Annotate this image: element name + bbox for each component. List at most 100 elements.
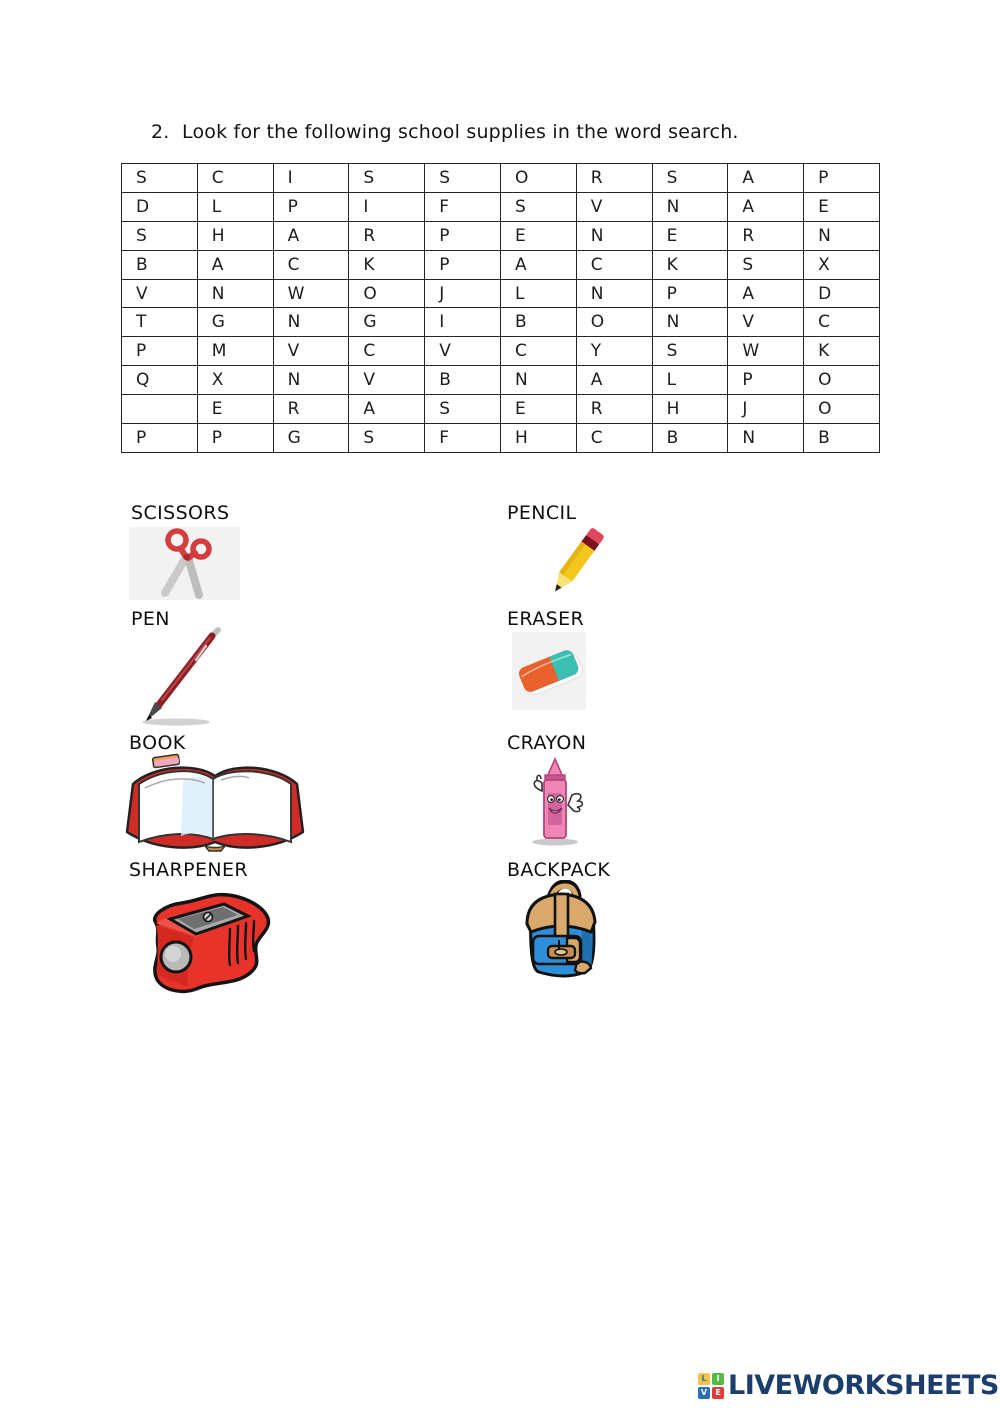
grid-cell[interactable]: P xyxy=(121,336,198,367)
grid-cell[interactable]: N xyxy=(803,220,880,251)
grid-cell[interactable]: N xyxy=(727,423,805,453)
grid-cell[interactable]: R xyxy=(348,220,426,251)
grid-cell[interactable]: N xyxy=(196,278,274,309)
grid-cell[interactable]: Q xyxy=(121,365,198,396)
grid-cell[interactable]: X xyxy=(196,365,274,396)
grid-cell[interactable]: E xyxy=(803,191,880,222)
grid-cell[interactable]: S xyxy=(499,191,577,222)
grid-cell[interactable]: A xyxy=(727,191,805,222)
grid-cell[interactable]: R xyxy=(272,394,350,425)
grid-cell[interactable]: D xyxy=(121,191,198,222)
grid-cell[interactable]: O xyxy=(803,394,880,425)
grid-cell[interactable]: R xyxy=(575,163,653,193)
grid-cell[interactable]: S xyxy=(348,423,426,453)
grid-cell[interactable]: S xyxy=(651,336,729,367)
liveworksheets-logo[interactable]: L I V E LIVEWORKSHEETS xyxy=(698,1372,999,1399)
grid-cell[interactable]: G xyxy=(196,307,274,338)
grid-cell[interactable]: H xyxy=(651,394,729,425)
grid-cell[interactable]: V xyxy=(272,336,350,367)
grid-cell[interactable]: K xyxy=(348,249,426,280)
grid-cell[interactable]: F xyxy=(424,191,501,222)
grid-cell[interactable]: O xyxy=(499,163,577,193)
grid-cell[interactable]: K xyxy=(651,249,729,280)
grid-cell[interactable]: S xyxy=(424,394,501,425)
grid-cell[interactable]: K xyxy=(803,336,880,367)
grid-cell[interactable]: O xyxy=(348,278,426,309)
grid-cell[interactable]: C xyxy=(348,336,426,367)
grid-cell[interactable]: P xyxy=(121,423,198,453)
grid-cell[interactable]: O xyxy=(803,365,880,396)
grid-cell[interactable]: I xyxy=(272,163,350,193)
grid-cell[interactable]: N xyxy=(575,278,653,309)
grid-cell[interactable]: A xyxy=(727,163,805,193)
grid-cell[interactable]: B xyxy=(424,365,501,396)
grid-cell[interactable]: H xyxy=(196,220,274,251)
grid-cell[interactable]: B xyxy=(121,249,198,280)
grid-cell[interactable]: S xyxy=(424,163,501,193)
grid-cell[interactable]: C xyxy=(196,163,274,193)
grid-cell[interactable]: W xyxy=(727,336,805,367)
grid-cell[interactable]: Y xyxy=(575,336,653,367)
grid-cell[interactable]: V xyxy=(348,365,426,396)
grid-cell[interactable]: A xyxy=(196,249,274,280)
grid-cell[interactable]: X xyxy=(803,249,880,280)
grid-cell[interactable]: A xyxy=(575,365,653,396)
grid-cell[interactable]: S xyxy=(348,163,426,193)
grid-cell[interactable]: B xyxy=(803,423,880,453)
grid-cell[interactable]: A xyxy=(727,278,805,309)
grid-cell[interactable]: R xyxy=(727,220,805,251)
grid-cell[interactable]: V xyxy=(424,336,501,367)
grid-cell[interactable]: C xyxy=(575,249,653,280)
grid-cell[interactable]: E xyxy=(196,394,274,425)
grid-cell[interactable]: C xyxy=(499,336,577,367)
grid-cell[interactable]: P xyxy=(196,423,274,453)
grid-cell[interactable]: J xyxy=(424,278,501,309)
grid-cell[interactable]: N xyxy=(499,365,577,396)
grid-cell[interactable]: L xyxy=(196,191,274,222)
grid-cell[interactable]: A xyxy=(348,394,426,425)
grid-cell[interactable]: E xyxy=(499,394,577,425)
grid-cell[interactable] xyxy=(121,394,198,425)
grid-cell[interactable]: G xyxy=(348,307,426,338)
grid-cell[interactable]: V xyxy=(121,278,198,309)
grid-cell[interactable]: V xyxy=(575,191,653,222)
grid-cell[interactable]: P xyxy=(424,249,501,280)
grid-cell[interactable]: A xyxy=(272,220,350,251)
grid-cell[interactable]: P xyxy=(803,163,880,193)
grid-cell[interactable]: S xyxy=(651,163,729,193)
grid-cell[interactable]: N xyxy=(272,365,350,396)
grid-cell[interactable]: P xyxy=(424,220,501,251)
grid-cell[interactable]: P xyxy=(727,365,805,396)
grid-cell[interactable]: H xyxy=(499,423,577,453)
grid-cell[interactable]: M xyxy=(196,336,274,367)
grid-cell[interactable]: R xyxy=(575,394,653,425)
grid-cell[interactable]: C xyxy=(803,307,880,338)
grid-cell[interactable]: L xyxy=(499,278,577,309)
grid-cell[interactable]: V xyxy=(727,307,805,338)
grid-cell[interactable]: W xyxy=(272,278,350,309)
grid-cell[interactable]: N xyxy=(651,307,729,338)
grid-cell[interactable]: I xyxy=(348,191,426,222)
grid-cell[interactable]: N xyxy=(651,191,729,222)
grid-cell[interactable]: P xyxy=(272,191,350,222)
grid-cell[interactable]: N xyxy=(575,220,653,251)
grid-cell[interactable]: P xyxy=(651,278,729,309)
grid-cell[interactable]: I xyxy=(424,307,501,338)
grid-cell[interactable]: G xyxy=(272,423,350,453)
grid-cell[interactable]: D xyxy=(803,278,880,309)
grid-cell[interactable]: E xyxy=(499,220,577,251)
grid-cell[interactable]: S xyxy=(727,249,805,280)
grid-cell[interactable]: B xyxy=(651,423,729,453)
grid-cell[interactable]: F xyxy=(424,423,501,453)
grid-cell[interactable]: L xyxy=(651,365,729,396)
grid-cell[interactable]: E xyxy=(651,220,729,251)
grid-cell[interactable]: N xyxy=(272,307,350,338)
grid-cell[interactable]: A xyxy=(499,249,577,280)
grid-cell[interactable]: T xyxy=(121,307,198,338)
grid-cell[interactable]: S xyxy=(121,220,198,251)
grid-cell[interactable]: O xyxy=(575,307,653,338)
grid-cell[interactable]: C xyxy=(575,423,653,453)
grid-cell[interactable]: C xyxy=(272,249,350,280)
grid-cell[interactable]: J xyxy=(727,394,805,425)
grid-cell[interactable]: B xyxy=(499,307,577,338)
